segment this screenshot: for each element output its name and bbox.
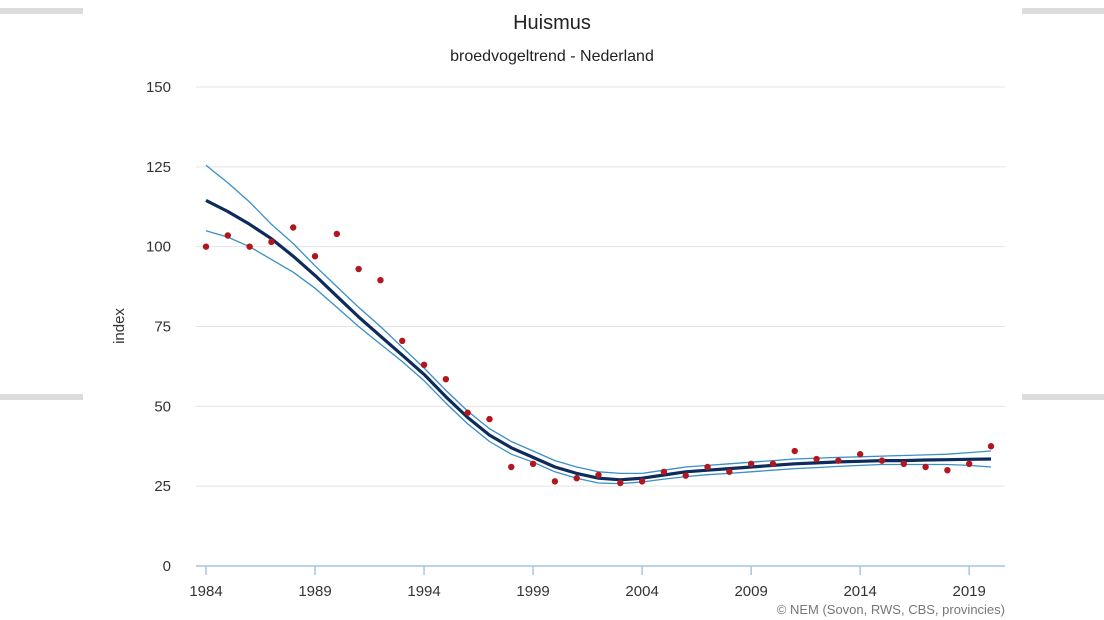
y-tick-label-125: 125	[146, 159, 171, 176]
observed-point-2002	[595, 471, 602, 479]
y-tick-label-75: 75	[154, 319, 171, 336]
observed-points	[202, 224, 995, 487]
observed-point-1994	[420, 361, 428, 369]
observed-point-2015	[878, 457, 886, 464]
x-tick-label-2019: 2019	[953, 583, 986, 600]
observed-point-1984	[202, 243, 210, 250]
observed-point-1990	[333, 230, 341, 238]
observed-point-1986	[246, 243, 253, 250]
observed-point-1995	[442, 375, 450, 383]
observed-point-1991	[355, 265, 362, 273]
y-tick-label-25: 25	[154, 478, 171, 495]
observed-point-1996	[464, 409, 471, 416]
observed-point-2010	[769, 460, 777, 468]
observed-point-2003	[617, 479, 624, 487]
observed-point-2004	[638, 478, 646, 485]
observed-point-2005	[660, 468, 668, 475]
y-axis-label: index	[111, 308, 128, 344]
x-tick-label-2014: 2014	[843, 583, 876, 600]
x-tick-label-1984: 1984	[189, 583, 222, 600]
trend-line	[205, 198, 992, 482]
chart-credit: © NEM (Sovon, RWS, CBS, provincies)	[777, 602, 1005, 617]
observed-point-2014	[856, 451, 864, 458]
confidence-lower-line	[205, 230, 992, 485]
y-tick-label-0: 0	[163, 558, 171, 575]
observed-point-1997	[486, 415, 493, 423]
observed-point-2020	[987, 443, 995, 450]
observed-point-1998	[508, 463, 515, 471]
x-tick-label-2009: 2009	[734, 583, 767, 600]
observed-point-1999	[529, 460, 537, 468]
chart-subtitle: broedvogeltrend - Nederland	[450, 48, 654, 65]
y-tick-labels: 0 25 50 75 100 125 150	[146, 79, 171, 575]
confidence-upper-line	[205, 164, 992, 475]
mid-right-edge-bar	[1022, 394, 1104, 400]
y-tick-label-100: 100	[146, 239, 171, 256]
chart-title: Huismus	[513, 12, 591, 34]
x-tick-label-2004: 2004	[625, 583, 658, 600]
observed-point-2011	[791, 447, 798, 455]
observed-point-2001	[573, 474, 580, 482]
observed-point-1989	[311, 253, 319, 260]
observed-point-2016	[900, 460, 907, 468]
series-group	[205, 164, 992, 485]
x-tick-label-1999: 1999	[516, 583, 549, 600]
x-tick-label-1994: 1994	[407, 583, 440, 600]
observed-point-2013	[835, 457, 842, 464]
observed-point-2019	[965, 460, 973, 468]
observed-point-1993	[399, 337, 406, 345]
observed-point-2006	[682, 472, 689, 479]
observed-point-2000	[551, 478, 559, 485]
observed-point-1988	[290, 224, 297, 231]
y-tick-label-50: 50	[154, 398, 171, 415]
top-left-edge-bar	[0, 8, 83, 14]
observed-point-1992	[377, 276, 384, 284]
observed-point-2007	[704, 463, 711, 471]
observed-point-2009	[747, 460, 755, 468]
observed-point-2012	[813, 455, 820, 463]
y-tick-label-150: 150	[146, 79, 171, 96]
observed-point-1985	[224, 232, 232, 239]
observed-point-2008	[726, 468, 733, 475]
observed-point-2018	[944, 467, 951, 474]
observed-point-1987	[268, 238, 275, 246]
x-tick-labels: 1984 1989 1994 1999 2004 2009 2014 2019	[189, 566, 986, 600]
grid-lines	[196, 86, 1005, 567]
observed-point-2017	[922, 463, 929, 471]
x-tick-label-1989: 1989	[298, 583, 331, 600]
mid-left-edge-bar	[0, 394, 83, 400]
top-right-edge-bar	[1022, 8, 1104, 14]
